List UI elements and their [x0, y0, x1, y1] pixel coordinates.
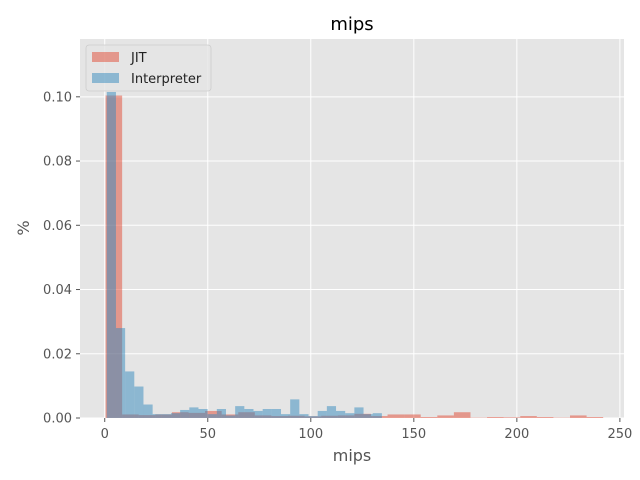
interpreter-bar	[189, 407, 199, 418]
jit-bar	[387, 414, 405, 418]
interpreter-bar	[134, 386, 144, 418]
interpreter-bar	[235, 406, 245, 418]
chart-title: mips	[330, 14, 373, 35]
plot-background	[80, 39, 624, 418]
histogram-bars	[105, 91, 604, 419]
interpreter-bar	[308, 416, 318, 418]
x-axis-ticks: 0 50 100 150 200 250	[101, 418, 632, 442]
y-tick-label: 0.08	[43, 155, 72, 170]
jit-bar	[437, 415, 454, 418]
interpreter-bar	[354, 407, 364, 418]
legend-label-interpreter: Interpreter	[131, 72, 202, 87]
interpreter-bar	[299, 414, 309, 418]
interpreter-bar	[271, 409, 282, 418]
interpreter-bar	[170, 413, 181, 418]
jit-bar	[487, 417, 504, 418]
x-tick-label: 150	[401, 427, 426, 442]
interpreter-bar	[216, 409, 226, 418]
x-tick-label: 250	[607, 427, 632, 442]
legend-swatch-jit	[92, 52, 119, 62]
x-tick-label: 0	[101, 427, 109, 442]
interpreter-bar	[115, 328, 126, 418]
y-tick-label: 0.10	[43, 90, 72, 105]
interpreter-bar	[317, 410, 327, 418]
jit-bar	[570, 415, 587, 418]
jit-bar	[420, 417, 438, 418]
legend-label-jit: JIT	[130, 51, 147, 66]
interpreter-bar	[281, 414, 291, 418]
interpreter-bar	[336, 410, 346, 418]
jit-bar	[453, 412, 471, 418]
interpreter-bar	[262, 409, 272, 418]
interpreter-bar	[106, 91, 116, 419]
jit-bar	[503, 417, 521, 418]
interpreter-bar	[363, 414, 373, 418]
interpreter-bar	[125, 371, 135, 418]
legend: JIT Interpreter	[85, 44, 212, 92]
y-axis-ticks: 0.00 0.02 0.04 0.06 0.08 0.10	[43, 90, 80, 427]
y-tick-label: 0.06	[43, 219, 72, 234]
legend-swatch-interpreter	[92, 73, 119, 83]
x-axis-label: mips	[333, 446, 372, 465]
jit-bar	[536, 417, 554, 418]
y-tick-label: 0.02	[43, 347, 72, 362]
interpreter-bar	[207, 414, 217, 418]
x-tick-label: 100	[298, 427, 323, 442]
interpreter-bar	[372, 413, 382, 418]
interpreter-bar	[161, 414, 171, 418]
interpreter-bar	[143, 404, 153, 418]
jit-bar	[586, 417, 604, 418]
x-tick-label: 200	[504, 427, 529, 442]
interpreter-bar	[225, 415, 236, 418]
interpreter-bar	[345, 413, 355, 418]
interpreter-bar	[198, 409, 208, 418]
interpreter-bar	[180, 409, 190, 418]
interpreter-bar	[290, 399, 300, 418]
jit-bar	[404, 414, 421, 418]
y-tick-label: 0.04	[43, 283, 72, 298]
y-axis-label: %	[14, 220, 33, 235]
y-tick-label: 0.00	[43, 412, 72, 427]
jit-bar	[520, 416, 537, 418]
interpreter-bar	[152, 414, 162, 418]
interpreter-bar	[326, 406, 337, 418]
x-tick-label: 50	[199, 427, 216, 442]
interpreter-bar	[253, 410, 263, 418]
interpreter-bar	[244, 409, 254, 418]
